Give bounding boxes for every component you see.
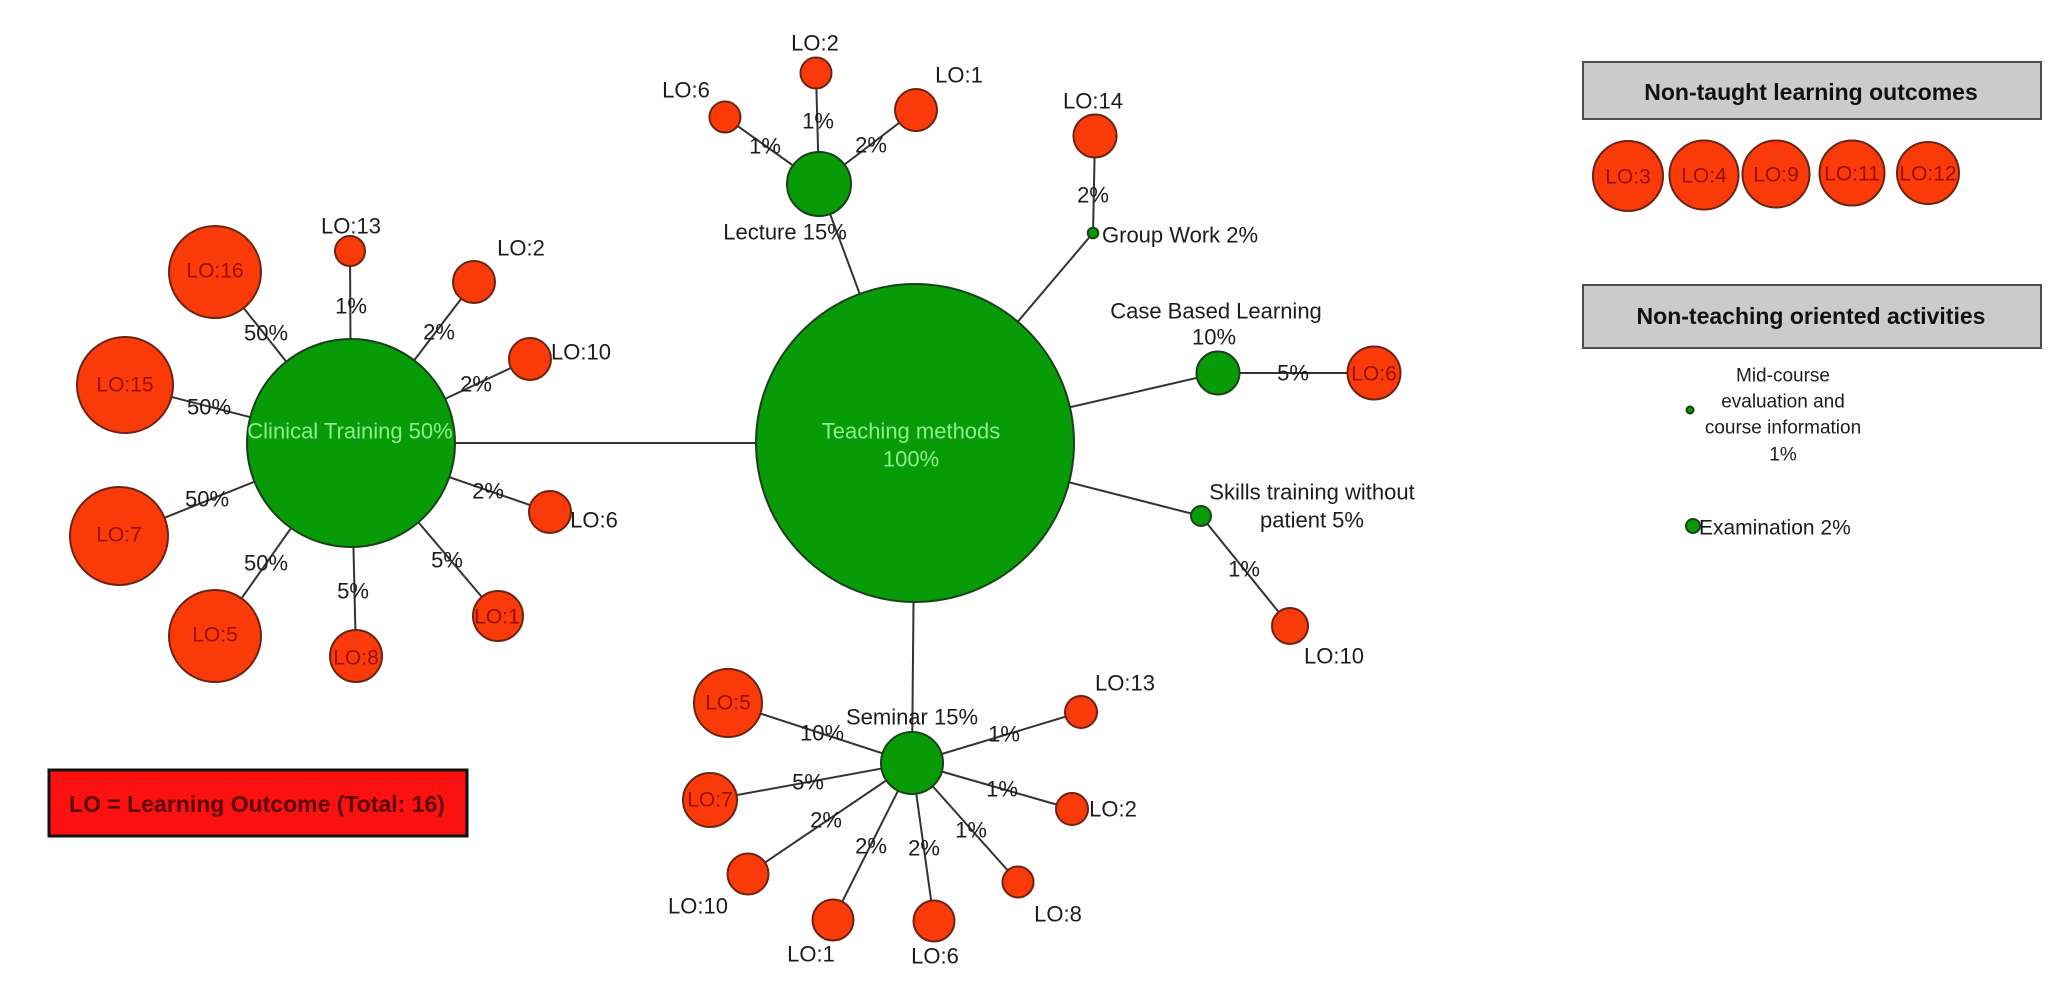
svg-text:patient 5%: patient 5% xyxy=(1260,508,1364,533)
svg-text:LO:7: LO:7 xyxy=(687,788,733,811)
svg-text:Seminar 15%: Seminar 15% xyxy=(846,705,978,730)
svg-text:LO:10: LO:10 xyxy=(1304,644,1364,669)
svg-text:LO:14: LO:14 xyxy=(1063,89,1123,114)
svg-text:10%: 10% xyxy=(800,721,844,746)
svg-text:LO:6: LO:6 xyxy=(1351,362,1397,385)
svg-text:1%: 1% xyxy=(749,134,781,159)
svg-text:Clinical Training 50%: Clinical Training 50% xyxy=(247,419,452,444)
svg-text:5%: 5% xyxy=(792,770,824,795)
svg-text:50%: 50% xyxy=(185,487,229,512)
svg-text:LO:2: LO:2 xyxy=(497,236,545,261)
svg-text:2%: 2% xyxy=(472,479,504,504)
svg-text:LO:15: LO:15 xyxy=(96,373,153,396)
svg-text:LO = Learning Outcome (Total:: LO = Learning Outcome (Total: 16) xyxy=(69,791,445,817)
svg-text:Non-teaching oriented activiti: Non-teaching oriented activities xyxy=(1637,303,1986,329)
svg-text:Group Work 2%: Group Work 2% xyxy=(1102,223,1258,248)
svg-text:1%: 1% xyxy=(802,109,834,134)
svg-text:1%: 1% xyxy=(1228,557,1260,582)
svg-text:2%: 2% xyxy=(810,808,842,833)
svg-text:LO:6: LO:6 xyxy=(662,78,710,103)
svg-text:50%: 50% xyxy=(244,321,288,346)
svg-text:LO:8: LO:8 xyxy=(1034,902,1082,927)
svg-text:5%: 5% xyxy=(337,579,369,604)
svg-text:LO:5: LO:5 xyxy=(705,691,751,714)
svg-text:Non-taught learning outcomes: Non-taught learning outcomes xyxy=(1644,79,1978,105)
svg-text:100%: 100% xyxy=(883,447,939,472)
svg-text:2%: 2% xyxy=(423,320,455,345)
svg-text:LO:12: LO:12 xyxy=(1899,162,1956,185)
svg-text:LO:8: LO:8 xyxy=(333,646,379,669)
svg-text:2%: 2% xyxy=(908,836,940,861)
svg-text:2%: 2% xyxy=(460,372,492,397)
svg-text:LO:5: LO:5 xyxy=(192,623,238,646)
svg-text:course information: course information xyxy=(1705,418,1861,439)
svg-text:LO:7: LO:7 xyxy=(96,523,142,546)
svg-text:Mid-course: Mid-course xyxy=(1736,366,1830,387)
svg-text:Case Based Learning: Case Based Learning xyxy=(1110,299,1322,324)
svg-text:LO:1: LO:1 xyxy=(787,942,835,967)
svg-text:50%: 50% xyxy=(187,395,231,420)
svg-text:LO:2: LO:2 xyxy=(1089,797,1137,822)
svg-text:1%: 1% xyxy=(1769,445,1797,466)
svg-text:LO:10: LO:10 xyxy=(551,340,611,365)
svg-text:LO:6: LO:6 xyxy=(570,508,618,533)
svg-text:LO:11: LO:11 xyxy=(1824,162,1880,185)
svg-text:1%: 1% xyxy=(988,722,1020,747)
svg-text:2%: 2% xyxy=(855,133,887,158)
svg-text:LO:4: LO:4 xyxy=(1681,164,1727,187)
svg-text:LO:2: LO:2 xyxy=(791,31,839,56)
svg-text:LO:10: LO:10 xyxy=(668,894,728,919)
svg-text:2%: 2% xyxy=(1077,183,1109,208)
svg-text:Teaching methods: Teaching methods xyxy=(822,419,1001,444)
svg-text:LO:1: LO:1 xyxy=(935,63,983,88)
svg-text:LO:3: LO:3 xyxy=(1605,165,1651,188)
svg-text:10%: 10% xyxy=(1192,325,1236,350)
svg-text:1%: 1% xyxy=(986,777,1018,802)
svg-text:LO:13: LO:13 xyxy=(1095,671,1155,696)
svg-text:Lecture 15%: Lecture 15% xyxy=(723,220,847,245)
svg-text:LO:13: LO:13 xyxy=(321,214,381,239)
svg-text:LO:9: LO:9 xyxy=(1753,163,1799,186)
svg-text:5%: 5% xyxy=(431,548,463,573)
svg-text:5%: 5% xyxy=(1277,361,1309,386)
svg-text:1%: 1% xyxy=(955,818,987,843)
svg-text:evaluation and: evaluation and xyxy=(1721,392,1845,413)
svg-text:50%: 50% xyxy=(244,551,288,576)
svg-text:LO:1: LO:1 xyxy=(474,605,520,628)
svg-text:Examination 2%: Examination 2% xyxy=(1699,516,1851,539)
svg-text:LO:16: LO:16 xyxy=(186,259,243,282)
svg-text:Skills training without: Skills training without xyxy=(1209,480,1414,505)
svg-text:LO:6: LO:6 xyxy=(911,944,959,969)
svg-text:1%: 1% xyxy=(335,294,367,319)
svg-text:2%: 2% xyxy=(855,834,887,859)
